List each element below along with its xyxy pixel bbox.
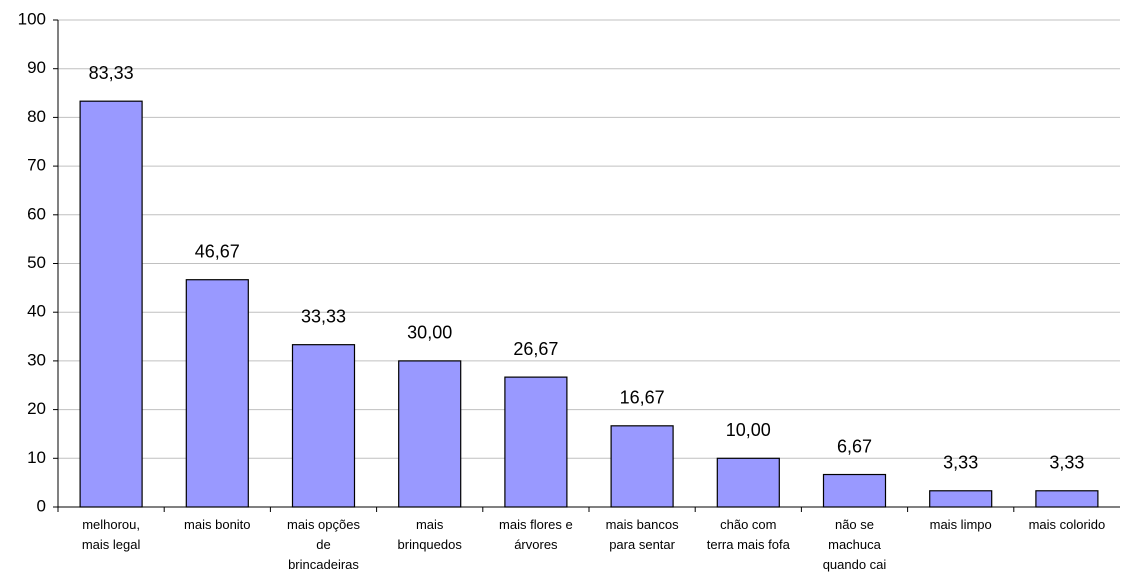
x-tick-label: mais colorido [1028, 517, 1106, 532]
data-label: 46,67 [195, 241, 240, 261]
y-tick-label: 20 [27, 399, 46, 418]
data-label: 33,33 [301, 306, 346, 326]
data-label: 16,67 [620, 388, 665, 408]
bar [185, 279, 249, 508]
x-tick-label: chão com terra mais fofa [706, 517, 790, 552]
y-tick-label: 70 [27, 156, 46, 175]
bar [79, 100, 143, 508]
bar [929, 490, 993, 508]
data-label: 26,67 [513, 339, 558, 359]
y-tick-label: 100 [18, 9, 46, 28]
y-tick-label: 80 [27, 107, 46, 126]
x-tick-label: mais limpo [929, 517, 992, 532]
data-label: 83,33 [89, 63, 134, 83]
bar [291, 344, 356, 508]
data-label: 10,00 [726, 420, 771, 440]
x-tick-label: mais brinquedos [397, 517, 462, 552]
y-tick-label: 30 [27, 350, 46, 369]
bar [504, 376, 568, 508]
data-label: 6,67 [837, 436, 872, 456]
bar [822, 473, 887, 508]
y-tick-label: 60 [27, 204, 46, 223]
y-tick-label: 50 [27, 253, 46, 272]
y-tick-label: 0 [37, 496, 46, 515]
data-label: 30,00 [407, 323, 452, 343]
bar [716, 457, 780, 508]
x-tick-label: mais flores e árvores [499, 517, 573, 552]
x-tick-label: melhorou, mais legal [81, 517, 141, 552]
x-tick-label: mais opções de brincadeiras [287, 517, 360, 572]
y-tick-label: 40 [27, 302, 46, 321]
x-tick-label: não se machuca quando cai [822, 517, 887, 572]
bar [1035, 490, 1099, 508]
bar [610, 425, 674, 508]
data-label: 3,33 [943, 453, 978, 473]
x-tick-label: mais bonito [184, 517, 251, 532]
bar [398, 360, 462, 508]
x-tick-label: mais bancos para sentar [605, 517, 679, 552]
y-tick-label: 90 [27, 58, 46, 77]
y-tick-label: 10 [27, 448, 46, 467]
data-label: 3,33 [1049, 453, 1084, 473]
